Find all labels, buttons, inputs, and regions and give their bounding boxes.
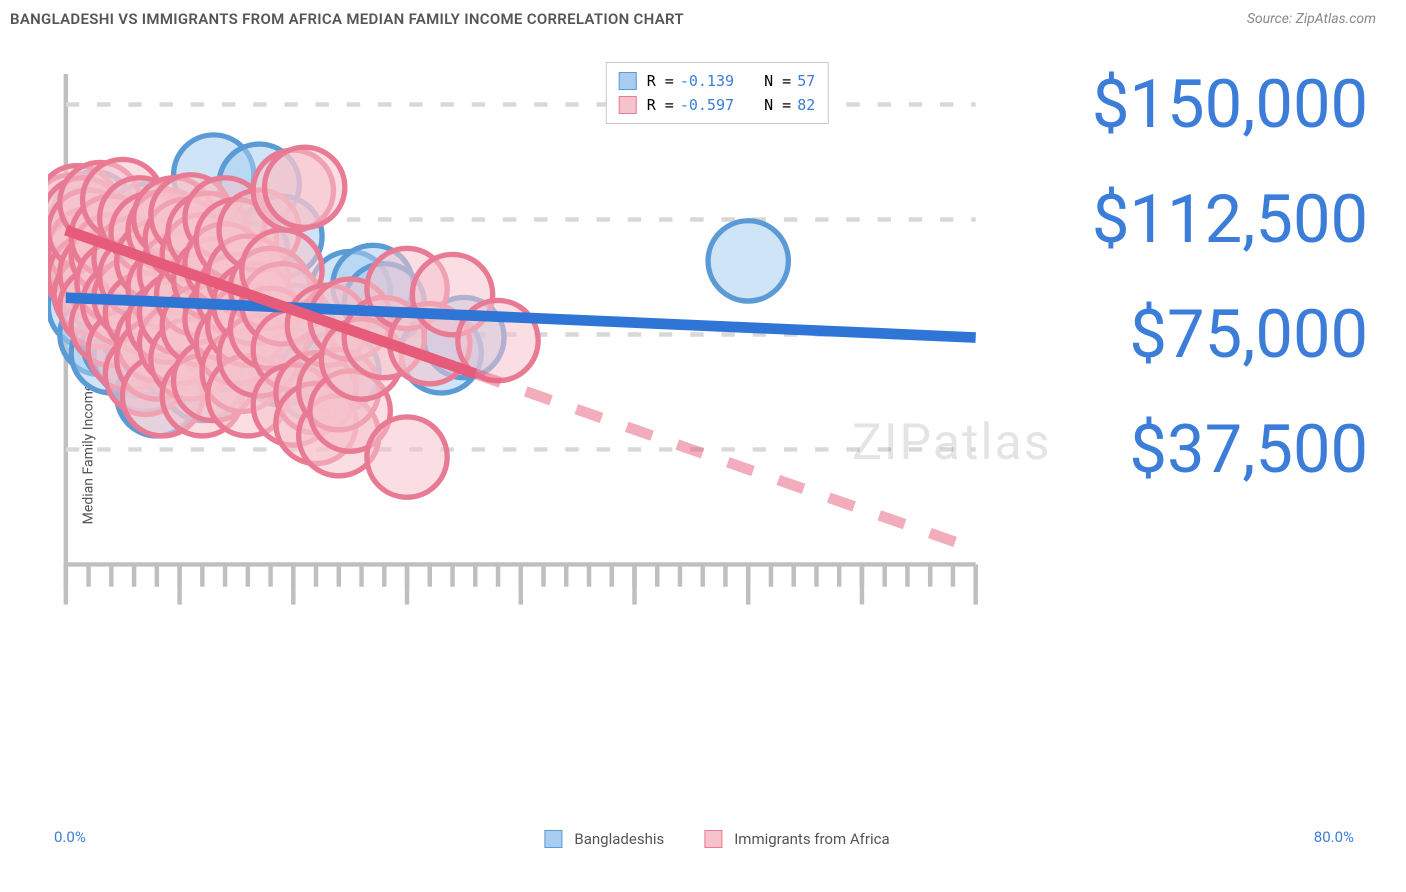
r-value-africa: -0.597 xyxy=(680,93,734,117)
svg-text:$150,000: $150,000 xyxy=(1092,66,1368,144)
correlation-stat-box: R = -0.139 N = 57 R = -0.597 N = 82 xyxy=(606,62,829,124)
n-value-bangladeshis: 57 xyxy=(797,69,815,93)
n-label: N = xyxy=(764,93,791,117)
stat-row-africa: R = -0.597 N = 82 xyxy=(619,93,816,117)
source-prefix: Source: xyxy=(1247,11,1296,27)
swatch-bangladeshis-icon xyxy=(544,830,562,848)
svg-text:$75,000: $75,000 xyxy=(1129,296,1368,374)
r-value-bangladeshis: -0.139 xyxy=(680,69,734,93)
chart-title: BANGLADESHI VS IMMIGRANTS FROM AFRICA ME… xyxy=(10,10,684,28)
x-axis-min-label: 0.0% xyxy=(54,828,86,846)
legend-item-africa: Immigrants from Africa xyxy=(704,830,889,848)
chart-area: Median Family Income $37,500$75,000$112,… xyxy=(48,56,1386,852)
chart-header: BANGLADESHI VS IMMIGRANTS FROM AFRICA ME… xyxy=(0,0,1406,38)
scatter-plot: $37,500 $75,000 $112,500 $150,000 xyxy=(48,56,1386,725)
n-label: N = xyxy=(764,69,791,93)
r-label: R = xyxy=(647,69,674,93)
legend-item-bangladeshis: Bangladeshis xyxy=(544,830,664,848)
legend-label-bangladeshis: Bangladeshis xyxy=(574,830,664,848)
n-value-africa: 82 xyxy=(797,93,815,117)
chart-source: Source: ZipAtlas.com xyxy=(1247,11,1376,27)
swatch-africa-icon xyxy=(704,830,722,848)
swatch-bangladeshis xyxy=(619,72,637,90)
stat-row-bangladeshis: R = -0.139 N = 57 xyxy=(619,69,816,93)
legend: Bangladeshis Immigrants from Africa xyxy=(544,830,889,848)
legend-label-africa: Immigrants from Africa xyxy=(734,830,889,848)
source-name: ZipAtlas.com xyxy=(1296,11,1376,27)
r-label: R = xyxy=(647,93,674,117)
svg-text:$112,500: $112,500 xyxy=(1092,181,1368,259)
svg-text:$37,500: $37,500 xyxy=(1129,411,1368,489)
x-axis-max-label: 80.0% xyxy=(1314,828,1354,846)
swatch-africa xyxy=(619,96,637,114)
